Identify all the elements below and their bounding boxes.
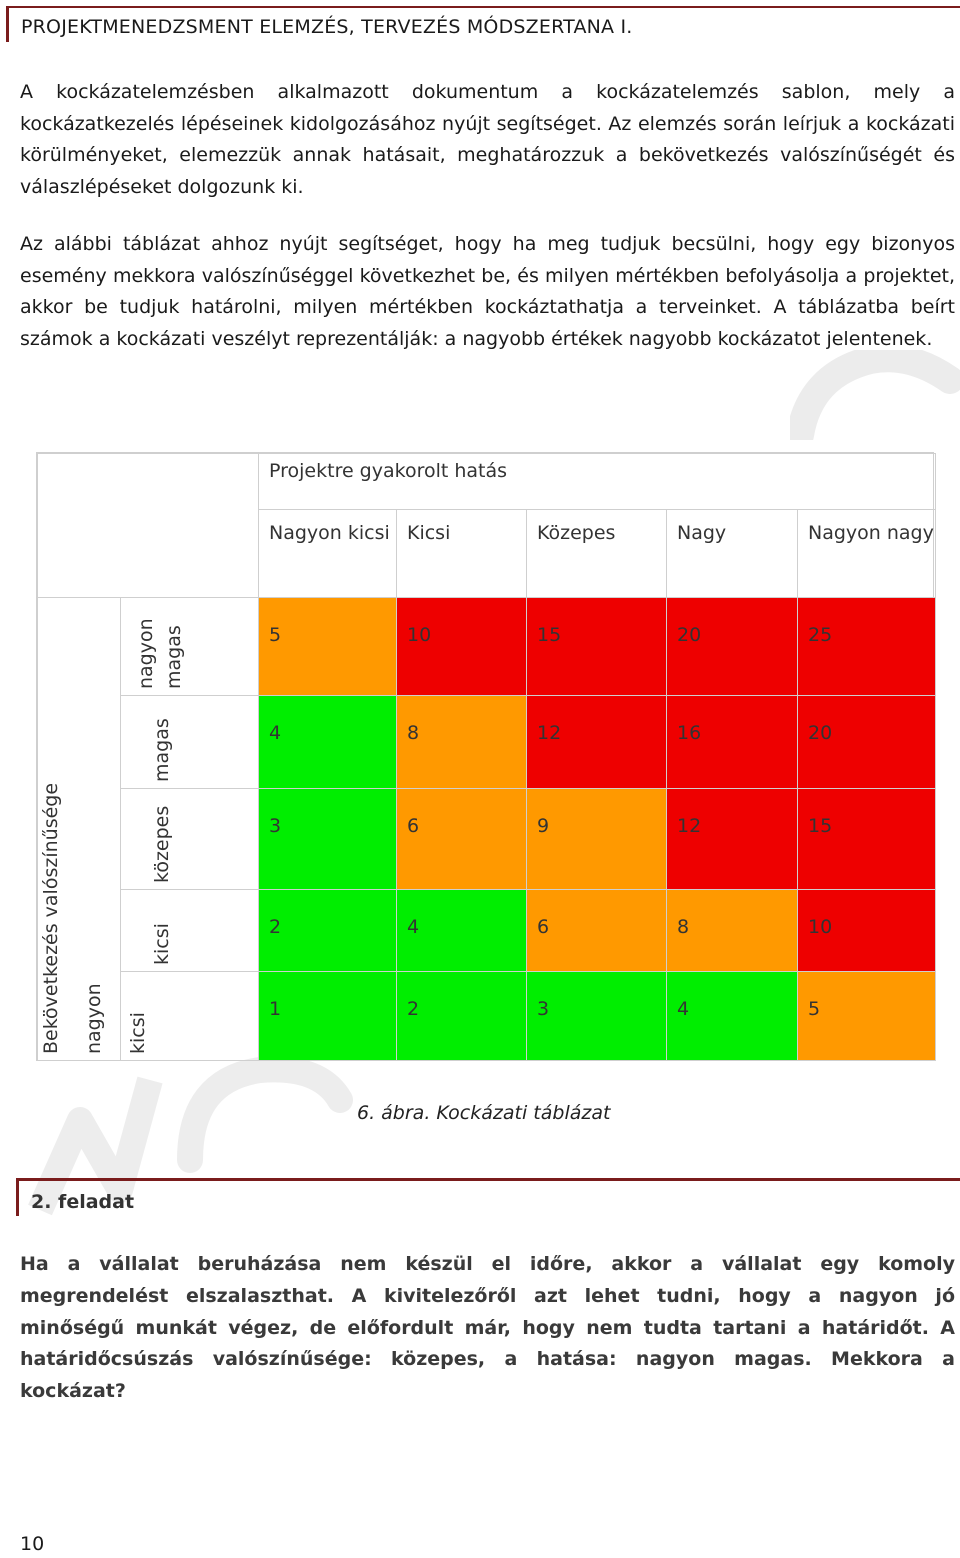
matrix-cell: 10 [797,889,936,972]
matrix-cell: 8 [666,889,798,972]
matrix-cell: 12 [666,788,798,890]
impact-level: Kicsi [396,509,527,598]
matrix-cell: 16 [666,695,798,789]
probability-level-cell: nagyon kicsi [83,971,259,1061]
task-text: Ha a vállalat beruházása nem készül el i… [20,1253,955,1403]
task-heading-bar: 2. feladat [16,1178,960,1216]
probability-level-cell: magas [120,695,259,789]
matrix-cell: 6 [526,889,667,972]
matrix-corner [37,453,259,598]
probability-level: kicsi [150,923,173,965]
matrix-cell: 5 [258,597,397,696]
intro-paragraph: A kockázatelemzésben alkalmazott dokumen… [20,81,955,198]
probability-level-cell: közepes [120,788,259,890]
matrix-cell: 12 [526,695,667,789]
matrix-cell: 2 [258,889,397,972]
matrix-cell: 20 [797,695,936,789]
matrix-cell: 20 [666,597,798,696]
matrix-cell: 15 [526,597,667,696]
figure-caption: 6. ábra. Kockázati táblázat [357,1102,611,1124]
probability-level: magas [150,718,173,782]
page-number: 10 [20,1533,45,1555]
impact-title: Projektre gyakorolt hatás [258,453,936,510]
probability-level: nagyon kicsi [82,983,149,1054]
probability-level-cell: kicsi [120,889,259,972]
header-title: PROJEKTMENEDZSMENT ELEMZÉS, TERVEZÉS MÓD… [21,16,633,38]
matrix-cell: 4 [396,889,527,972]
probability-level-cell: nagyon magas [120,597,259,696]
matrix-cell: 4 [258,695,397,789]
matrix-cell: 5 [797,971,936,1061]
page-header: PROJEKTMENEDZSMENT ELEMZÉS, TERVEZÉS MÓD… [6,6,960,42]
matrix-cell: 9 [526,788,667,890]
matrix-cell: 1 [258,971,397,1061]
watermark-top [790,350,960,440]
risk-matrix: Projektre gyakorolt hatás Nagyon kicsi K… [36,452,936,1061]
impact-level: Nagy [666,509,798,598]
table-explanation-paragraph: Az alábbi táblázat ahhoz nyújt segítsége… [20,233,955,350]
matrix-cell: 8 [396,695,527,789]
matrix-cell: 25 [797,597,936,696]
matrix-cell: 10 [396,597,527,696]
matrix-cell: 2 [396,971,527,1061]
probability-level: közepes [150,805,173,883]
matrix-cell: 15 [797,788,936,890]
task-heading: 2. feladat [31,1191,135,1213]
matrix-cell: 4 [666,971,798,1061]
probability-title: Bekövetkezés valószínűsége [40,782,62,1054]
matrix-cell: 6 [396,788,527,890]
matrix-cell: 3 [526,971,667,1061]
probability-title-cell: Bekövetkezés valószínűsége [37,597,121,1061]
impact-level: Nagyon kicsi [258,509,397,598]
matrix-cell: 3 [258,788,397,890]
probability-level: nagyon magas [134,618,185,689]
impact-level: Nagyon nagy [797,509,936,598]
impact-level: Közepes [526,509,667,598]
